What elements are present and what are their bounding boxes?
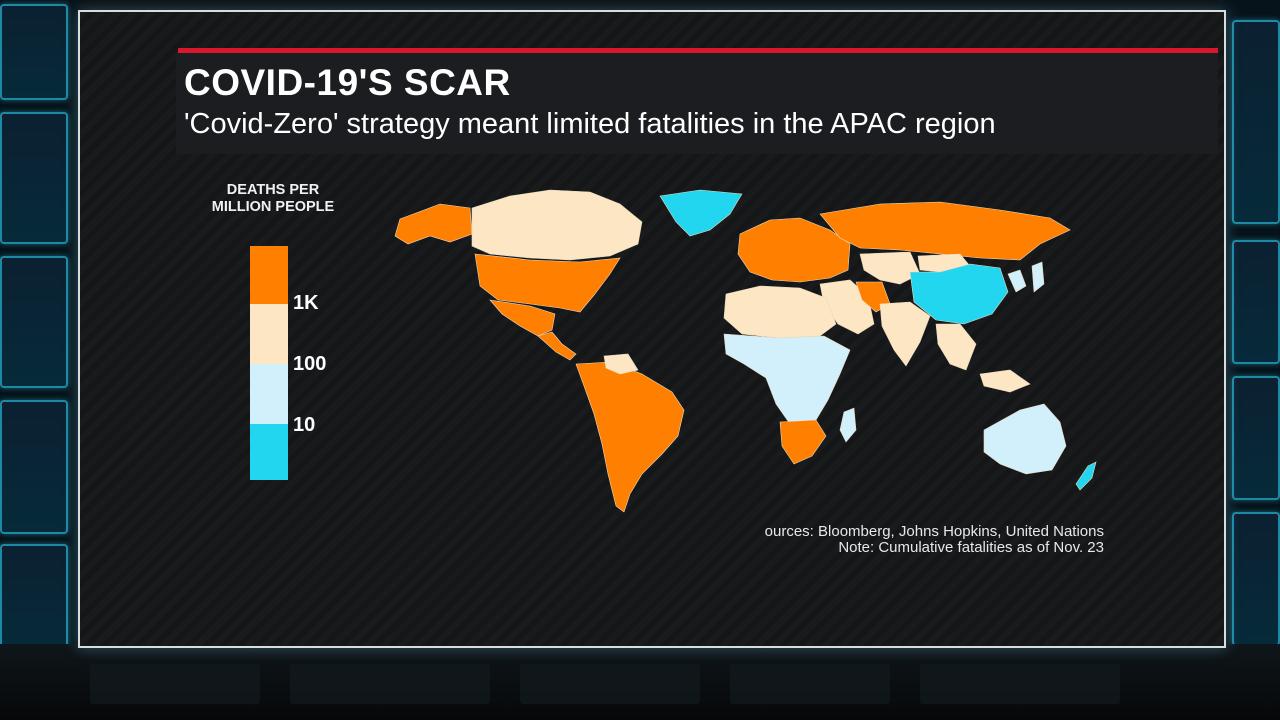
main-screen: COVID-19'S SCAR 'Covid-Zero' strategy me… (78, 10, 1226, 648)
region-new-zealand (1075, 461, 1097, 491)
legend-title-line1: DEATHS PER (226, 182, 320, 198)
region-india (879, 301, 931, 367)
source-line: ources: Bloomberg, Johns Hopkins, United… (764, 523, 1104, 540)
studio-panel (730, 664, 890, 704)
studio-monitor (1232, 20, 1280, 224)
title-band (176, 52, 1218, 154)
region-central-america (537, 331, 577, 361)
studio-monitor (0, 112, 68, 244)
region-alaska (394, 203, 473, 245)
studio-panel (290, 664, 490, 704)
legend-swatch (250, 304, 288, 364)
legend-swatch (250, 246, 288, 304)
region-south-america (575, 361, 685, 513)
legend-title: DEATHS PER MILLION PEOPLE (188, 182, 358, 216)
left-studio-monitors (0, 0, 78, 720)
region-mexico (489, 299, 556, 337)
studio-monitor (0, 4, 68, 100)
studio-panel (520, 664, 700, 704)
studio-floor (0, 644, 1280, 720)
region-united-states (474, 253, 621, 313)
region-madagascar (839, 407, 857, 443)
studio-monitor (1232, 376, 1280, 500)
studio-monitor (0, 544, 68, 648)
studio-monitor (1232, 240, 1280, 364)
legend-tick-1k: 1K (293, 292, 319, 314)
right-studio-monitors (1218, 0, 1280, 720)
region-russia (819, 201, 1071, 261)
legend-swatch (250, 424, 288, 480)
note-line: Note: Cumulative fatalities as of Nov. 2… (838, 539, 1104, 556)
legend-tick-100: 100 (293, 353, 327, 375)
region-north-africa (723, 285, 837, 339)
source-note: ources: Bloomberg, Johns Hopkins, United… (765, 524, 1104, 556)
headline: COVID-19'S SCAR (184, 62, 511, 103)
region-venezuela (603, 353, 639, 375)
legend-tick-10: 10 (293, 414, 316, 436)
legend-title-line2: MILLION PEOPLE (211, 199, 335, 215)
region-china (909, 263, 1009, 325)
region-central-asia (859, 251, 921, 285)
region-greenland (659, 189, 743, 237)
region-southeast-asia (935, 323, 1031, 393)
legend-color-bar (250, 246, 288, 480)
world-choropleth-map (394, 189, 1097, 513)
studio-monitor (0, 256, 68, 388)
region-sub-saharan-africa (723, 333, 851, 425)
region-korea-japan (1007, 261, 1045, 293)
region-canada (471, 189, 643, 261)
studio-panel (920, 664, 1120, 704)
region-australia (983, 403, 1067, 475)
region-europe (737, 217, 851, 283)
region-southern-africa (779, 419, 827, 465)
studio-panel (90, 664, 260, 704)
studio-monitor (0, 400, 68, 534)
studio-monitor (1232, 512, 1280, 646)
subheadline: 'Covid-Zero' strategy meant limited fata… (184, 108, 996, 140)
red-accent-rule (178, 48, 1218, 53)
legend-swatch (250, 364, 288, 424)
